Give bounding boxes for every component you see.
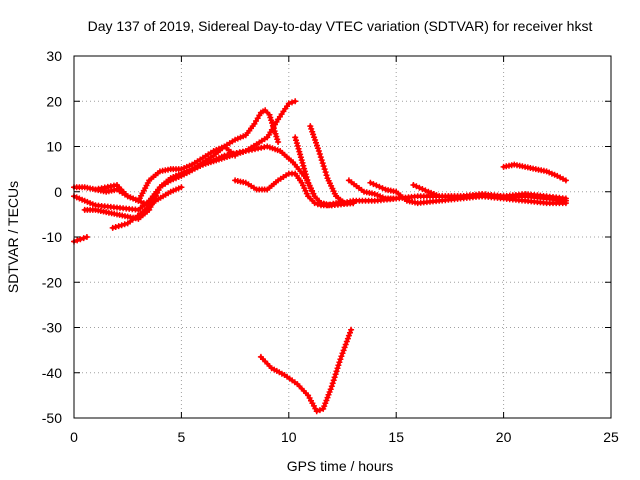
series-markers — [109, 184, 185, 231]
series-arc-f — [232, 170, 400, 209]
y-tick-label: 10 — [46, 139, 62, 155]
chart-title: Day 137 of 2019, Sidereal Day-to-day VTE… — [88, 18, 593, 34]
series-markers — [92, 143, 239, 204]
series-arc-h — [307, 123, 357, 207]
y-tick-label: 0 — [54, 184, 62, 200]
x-tick-label: 25 — [603, 429, 619, 445]
series-markers — [257, 326, 355, 415]
y-tick-label: -50 — [42, 410, 62, 426]
series-arc-a — [71, 107, 282, 209]
series-markers — [500, 161, 569, 184]
series-arc-tail-2 — [367, 179, 569, 207]
y-tick-label: -30 — [42, 320, 62, 336]
series-arc-neg-deep — [257, 326, 355, 415]
series-markers — [232, 170, 400, 209]
y-tick-label: 20 — [46, 93, 62, 109]
axes-ticks: 0 5 10 15 20 25 -50 -40 -30 -20 -10 0 10 20 30 — [42, 48, 619, 445]
series-markers — [307, 123, 357, 207]
y-tick-label: 30 — [46, 48, 62, 64]
series-markers — [71, 107, 282, 209]
series-markers — [71, 98, 299, 213]
series-arc-e — [109, 184, 185, 231]
series-arc-b — [71, 98, 299, 213]
y-tick-label: -20 — [42, 274, 62, 290]
grid — [74, 56, 611, 418]
series-line — [72, 99, 297, 212]
series-arc-tail-3 — [410, 182, 569, 202]
series-markers — [410, 182, 569, 202]
series-layer — [71, 98, 569, 415]
y-tick-label: -10 — [42, 229, 62, 245]
x-tick-label: 5 — [178, 429, 186, 445]
series-arc-late — [500, 161, 569, 184]
x-tick-label: 10 — [281, 429, 297, 445]
series-markers — [367, 179, 569, 207]
x-tick-label: 20 — [496, 429, 512, 445]
x-axis-label: GPS time / hours — [287, 458, 394, 474]
x-tick-label: 0 — [70, 429, 78, 445]
x-tick-label: 15 — [388, 429, 404, 445]
y-tick-label: -40 — [42, 365, 62, 381]
series-arc-d — [92, 143, 239, 204]
y-axis-label: SDTVAR / TECUs — [5, 181, 21, 293]
